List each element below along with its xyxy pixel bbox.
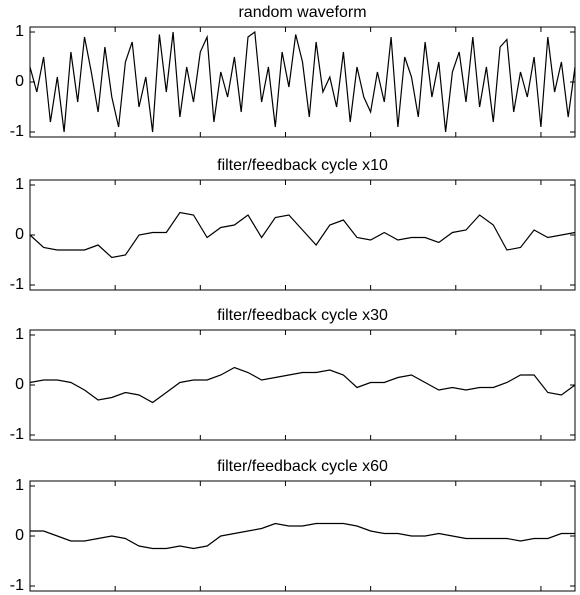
y-tick-label: -1 [10,426,24,443]
waveform [29,211,576,259]
y-tick-label: 0 [15,527,24,544]
y-tick-label: 0 [15,376,24,393]
subplot-title: filter/feedback cycle x60 [217,458,388,475]
y-tick-label: 1 [15,23,24,40]
axes-box [29,26,576,138]
y-tick-label: -1 [10,577,24,594]
waveform [29,366,576,404]
axes-box [29,480,576,592]
y-tick-label: 0 [15,226,24,243]
subplot-title: filter/feedback cycle x30 [217,307,388,324]
subplot-title: filter/feedback cycle x10 [217,157,388,174]
axes-box [29,179,576,291]
y-tick-label: 1 [15,326,24,343]
y-tick-label: 0 [15,73,24,90]
y-tick-label: 1 [15,176,24,193]
y-tick-label: -1 [10,123,24,140]
y-tick-label: -1 [10,276,24,293]
axes-box [29,329,576,441]
waveform [30,522,575,550]
waveform [29,30,576,133]
y-tick-label: 1 [15,477,24,494]
subplot-title: random waveform [238,4,366,21]
